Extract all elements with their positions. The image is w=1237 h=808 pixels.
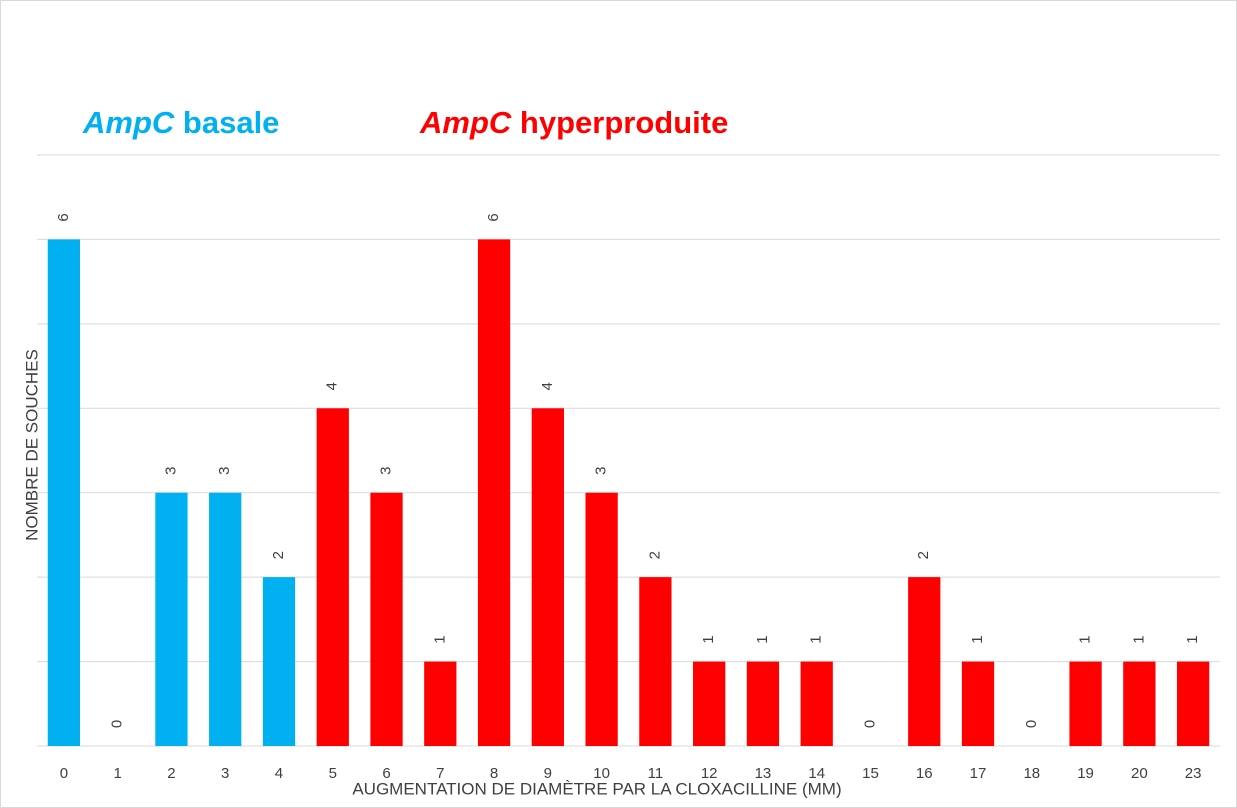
bar [477,239,511,746]
data-label: 0 [861,720,878,728]
x-axis-label: AUGMENTATION DE DIAMÈTRE PAR LA CLOXACIL… [352,779,841,798]
legend-italic: AmpC [82,105,175,140]
data-label: 2 [270,551,287,559]
bar [961,661,995,746]
data-label: 2 [915,551,932,559]
data-label: 6 [485,213,502,221]
x-tick-label: 23 [1185,765,1202,782]
bar [800,661,833,746]
legend-entry: AmpC basale [82,105,279,140]
bar [746,661,780,746]
bar [47,239,81,746]
bar [693,661,726,746]
bar [316,408,349,746]
legend-text: basale [183,105,280,140]
x-tick-label: 2 [167,765,175,782]
data-label: 1 [754,635,771,643]
x-tick-label: 12 [701,765,718,782]
x-tick-label: 8 [490,765,498,782]
data-label: 1 [1130,635,1147,643]
bar [370,492,403,746]
data-label: 2 [646,551,663,559]
x-tick-label: 19 [1077,765,1094,782]
x-tick-label: 11 [648,765,664,782]
data-label: 6 [55,213,72,221]
legend-entry: AmpC hyperproduite [419,105,728,140]
legend-text: hyperproduite [520,105,728,140]
data-label: 3 [593,467,610,475]
x-tick-label: 17 [970,765,987,782]
x-tick-label: 9 [544,765,552,782]
bar [1176,661,1210,746]
bar [209,492,242,746]
data-label: 1 [1184,635,1201,643]
x-tick-label: 1 [113,765,121,782]
data-label: 3 [216,467,233,475]
data-label: 1 [700,635,717,643]
x-tick-label: 14 [808,765,825,782]
data-label: 4 [324,382,341,390]
data-label: 1 [969,635,986,643]
x-tick-label: 7 [436,765,444,782]
data-label: 0 [1023,720,1040,728]
data-label: 1 [1077,635,1094,643]
x-tick-label: 0 [60,765,68,782]
data-label: 3 [162,467,179,475]
data-label: 4 [539,382,556,390]
x-tick-label: 16 [916,765,933,782]
data-label: 0 [109,720,126,728]
data-label: 1 [431,635,448,643]
data-label: 1 [808,635,825,643]
bar [531,408,564,746]
x-tick-label: 10 [593,765,610,782]
bar [262,577,296,746]
x-tick-label: 20 [1131,765,1148,782]
x-tick-label: 18 [1023,765,1040,782]
bar [639,577,672,746]
legend-italic: AmpC [419,105,512,140]
x-tick-label: 15 [862,765,879,782]
x-tick-label: 3 [221,765,229,782]
data-label: 3 [377,467,394,475]
x-tick-label: 4 [275,765,283,782]
bar [908,577,941,746]
x-tick-label: 13 [755,765,772,782]
bar [1123,661,1156,746]
x-tick-label: 5 [329,765,337,782]
bar [585,492,618,746]
bar [155,492,188,746]
y-axis-label: NOMBRE DE SOUCHES [22,349,41,541]
bar [1069,661,1102,746]
x-tick-label: 6 [382,765,390,782]
bar [424,661,457,746]
